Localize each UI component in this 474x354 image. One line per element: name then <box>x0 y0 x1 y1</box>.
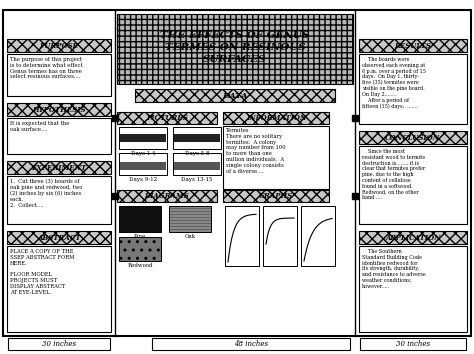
FancyBboxPatch shape <box>135 89 335 102</box>
FancyBboxPatch shape <box>7 39 111 52</box>
Text: HYPOTHESIS: HYPOTHESIS <box>32 105 86 114</box>
FancyBboxPatch shape <box>7 54 111 96</box>
Bar <box>352 115 358 121</box>
Text: SURFACES: SURFACES <box>203 56 267 64</box>
Bar <box>173 127 221 149</box>
Bar <box>119 237 161 261</box>
Bar <box>169 206 211 232</box>
Bar <box>120 162 166 170</box>
Text: 48 inches: 48 inches <box>234 340 268 348</box>
FancyBboxPatch shape <box>152 338 350 350</box>
Text: DATA: DATA <box>222 91 248 99</box>
FancyBboxPatch shape <box>7 246 111 332</box>
Bar <box>119 206 161 232</box>
FancyBboxPatch shape <box>7 176 111 224</box>
Text: PICTURES: PICTURES <box>146 114 188 122</box>
Text: 30 inches: 30 inches <box>396 340 430 348</box>
Bar <box>263 206 297 266</box>
Text: APPLICATION: APPLICATION <box>385 234 441 241</box>
Text: PLACE A COPY OF THE
SSEP ABSTRACT FORM
HERE.

FLOOR MODEL
PROJECTS MUST
DISPLAY : PLACE A COPY OF THE SSEP ABSTRACT FORM H… <box>10 249 74 295</box>
Text: ABSTRACT: ABSTRACT <box>37 234 81 241</box>
Text: GRAPHS: GRAPHS <box>259 192 293 200</box>
FancyBboxPatch shape <box>360 338 466 350</box>
Text: Days 1-4: Days 1-4 <box>131 151 155 156</box>
Text: It is expected that the
oak surface....: It is expected that the oak surface.... <box>10 121 69 132</box>
Text: THE EFFECTS OF GENUS: THE EFFECTS OF GENUS <box>160 32 310 40</box>
Bar <box>120 134 166 142</box>
FancyBboxPatch shape <box>117 14 353 84</box>
FancyBboxPatch shape <box>359 231 467 244</box>
FancyBboxPatch shape <box>223 126 329 189</box>
FancyBboxPatch shape <box>223 112 329 124</box>
FancyBboxPatch shape <box>359 39 467 52</box>
Bar <box>174 162 220 170</box>
Text: The purpose of this project
is to determine what effect
Genus termes has on thre: The purpose of this project is to determ… <box>10 57 82 79</box>
Bar <box>174 134 220 142</box>
Bar <box>225 206 259 266</box>
FancyBboxPatch shape <box>359 246 467 332</box>
FancyBboxPatch shape <box>7 231 111 244</box>
FancyBboxPatch shape <box>359 54 467 124</box>
Bar <box>173 153 221 175</box>
Text: 1.  Cut three (3) boards of
oak pine and redwood, two
(2) inches by six (6) inch: 1. Cut three (3) boards of oak pine and … <box>10 179 82 208</box>
FancyBboxPatch shape <box>8 338 110 350</box>
Text: The Southern
Standard Building Code
identifies redwood for
its strength, durabil: The Southern Standard Building Code iden… <box>362 249 426 289</box>
FancyBboxPatch shape <box>7 161 111 174</box>
FancyBboxPatch shape <box>117 112 217 124</box>
Text: EXPERIMENT: EXPERIMENT <box>31 164 87 171</box>
Bar <box>352 193 358 199</box>
FancyBboxPatch shape <box>359 131 467 144</box>
Text: Days 9-12: Days 9-12 <box>129 177 157 182</box>
Text: Oak: Oak <box>184 234 196 239</box>
Text: 30 inches: 30 inches <box>42 340 76 348</box>
Bar <box>112 193 118 199</box>
Bar <box>119 153 167 175</box>
Text: Days 5-8: Days 5-8 <box>185 151 209 156</box>
FancyBboxPatch shape <box>7 118 111 154</box>
Text: Termites
There are no solitary
termites.  A colony
may number from 100
to more t: Termites There are no solitary termites.… <box>226 128 286 173</box>
Bar <box>112 115 118 121</box>
FancyBboxPatch shape <box>359 146 467 224</box>
FancyBboxPatch shape <box>223 190 329 202</box>
Text: CONCLUSION: CONCLUSION <box>385 133 440 142</box>
Text: TERMES ON RESINOUS: TERMES ON RESINOUS <box>164 44 305 52</box>
Text: INFORMATION: INFORMATION <box>246 114 306 122</box>
Text: Redwood: Redwood <box>127 263 153 268</box>
Bar <box>119 127 167 149</box>
FancyBboxPatch shape <box>7 103 111 116</box>
Bar <box>301 206 335 266</box>
Text: PURPOSE: PURPOSE <box>39 41 79 50</box>
Text: Since the most
resistant wood to termite
destruction is......., it is
clear that: Since the most resistant wood to termite… <box>362 149 425 200</box>
Text: DIAGRAMS: DIAGRAMS <box>145 192 190 200</box>
Text: Days 13-15: Days 13-15 <box>181 177 213 182</box>
Text: The boards were
observed each evening at
6 p.m. over a period of 15
days.  On Da: The boards were observed each evening at… <box>362 57 426 109</box>
Text: Pine: Pine <box>134 234 146 239</box>
FancyBboxPatch shape <box>117 190 217 202</box>
Text: RESULTS: RESULTS <box>394 41 431 50</box>
